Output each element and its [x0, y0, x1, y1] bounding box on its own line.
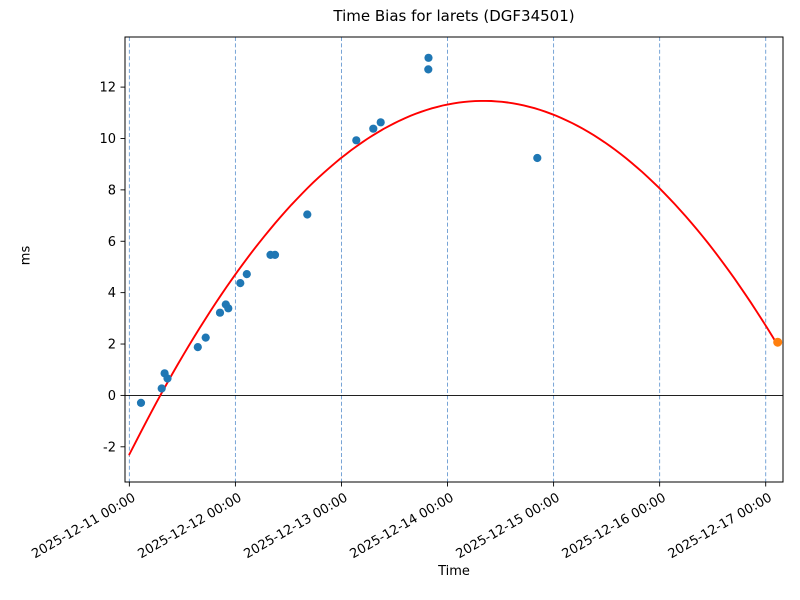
bias-observations-point	[201, 333, 210, 342]
fit-curve	[128, 99, 779, 456]
x-tick-label: 2025-12-14 00:00	[348, 490, 457, 562]
y-tick-label: 6	[108, 235, 116, 250]
bias-observations-point	[533, 153, 542, 163]
x-tick-label: 2025-12-16 00:00	[560, 490, 669, 562]
y-tick-label: 12	[99, 81, 116, 96]
y-tick-label: 10	[99, 132, 116, 147]
x-tick-label: 2025-12-13 00:00	[242, 490, 351, 562]
bias-observations-point	[163, 374, 172, 383]
y-tick-label: -2	[103, 440, 116, 455]
bias-observations-point	[424, 53, 433, 62]
latest-observation-point	[773, 337, 783, 347]
bias-observations-point	[136, 398, 146, 407]
x-axis-label: Time	[438, 564, 470, 579]
y-tick-label: 4	[108, 286, 116, 301]
y-tick-label: 2	[108, 338, 116, 353]
chart-title: Time Bias for larets (DGF34501)	[333, 7, 575, 25]
x-tick-label: 2025-12-15 00:00	[454, 490, 563, 562]
bias-observations-point	[193, 343, 202, 352]
y-tick-label: 0	[108, 389, 116, 404]
bias-observations-point	[157, 384, 166, 393]
x-tick-label: 2025-12-11 00:00	[29, 490, 138, 562]
bias-observations-point	[270, 250, 280, 259]
y-axis-label: ms	[18, 245, 34, 266]
bias-observations-point	[236, 279, 245, 288]
plot-border	[124, 36, 784, 483]
x-tick-label: 2025-12-17 00:00	[666, 490, 775, 562]
bias-observations-point	[242, 270, 251, 279]
bias-observations-point	[224, 304, 233, 313]
bias-observations-point	[215, 308, 225, 317]
bias-observations-point	[424, 65, 433, 74]
bias-observations-point	[352, 136, 361, 145]
bias-observations-point	[376, 118, 385, 127]
bias-observations-point	[303, 210, 312, 219]
y-tick-label: 8	[108, 183, 116, 198]
bias-observations-point	[369, 124, 378, 133]
x-tick-label: 2025-12-12 00:00	[135, 490, 244, 562]
